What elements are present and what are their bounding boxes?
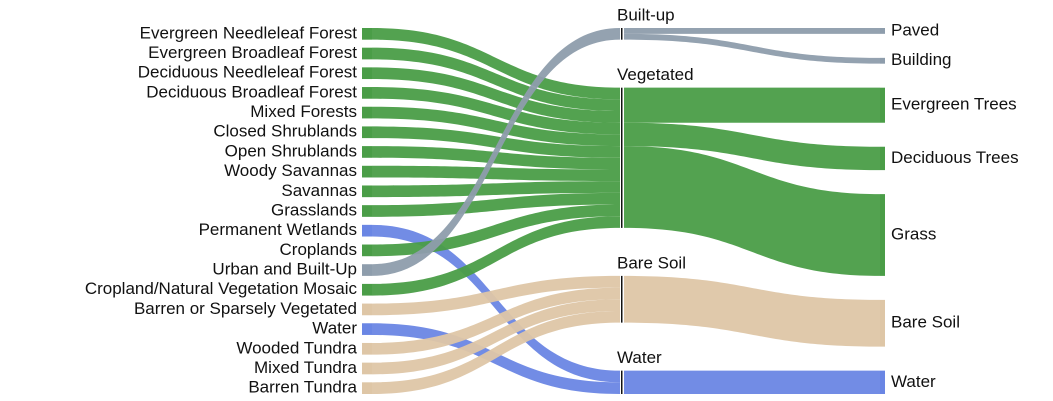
link [624, 122, 880, 171]
link [372, 181, 620, 198]
node [362, 283, 372, 296]
node-label: Woody Savannas [224, 161, 357, 180]
link [372, 165, 620, 182]
node-label: Building [891, 50, 952, 69]
link [372, 47, 620, 112]
node [621, 275, 623, 323]
link [372, 224, 620, 383]
node-label: Urban and Built-Up [212, 260, 357, 279]
link [624, 33, 880, 64]
link [624, 370, 880, 394]
node-label: Wooded Tundra [236, 338, 357, 357]
link [624, 28, 880, 34]
node [362, 323, 372, 335]
node-label: Barren or Sparsely Vegetated [134, 299, 357, 318]
node [362, 342, 372, 355]
node-label: Deciduous Trees [891, 148, 1019, 167]
node-label: Water [312, 319, 357, 338]
node [621, 370, 623, 394]
node [880, 146, 885, 171]
node-label: Grasslands [271, 200, 357, 219]
node [362, 67, 372, 80]
node [362, 224, 372, 237]
node-label: Deciduous Broadleaf Forest [146, 82, 357, 101]
node [362, 47, 372, 60]
node-label: Built-up [617, 5, 675, 24]
link [624, 275, 880, 347]
link [372, 28, 620, 100]
node [880, 87, 885, 123]
node-label: Bare Soil [891, 313, 960, 332]
node-label: Mixed Forests [250, 102, 357, 121]
link [372, 67, 620, 123]
link [624, 146, 880, 276]
node [362, 185, 372, 198]
node-label: Open Shrublands [225, 141, 357, 160]
node-label: Croplands [280, 240, 358, 259]
node-label: Deciduous Needleleaf Forest [138, 63, 358, 82]
node [362, 87, 372, 99]
node-label: Evergreen Needleleaf Forest [140, 23, 358, 42]
node [880, 57, 885, 64]
node-label: Evergreen Trees [891, 95, 1017, 114]
link [372, 28, 620, 276]
link [372, 299, 620, 375]
links [372, 28, 880, 394]
node-label: Water [617, 348, 662, 367]
node [362, 244, 372, 257]
link [372, 216, 620, 296]
node-label: Cropland/Natural Vegetation Mosaic [85, 279, 358, 298]
node [621, 28, 623, 40]
link [624, 87, 880, 123]
node-label: Evergreen Broadleaf Forest [148, 43, 357, 62]
node [362, 303, 372, 316]
node [362, 264, 372, 276]
node-label: Permanent Wetlands [199, 220, 357, 239]
node [621, 87, 623, 228]
node [362, 126, 372, 139]
node [362, 165, 372, 178]
link [372, 87, 620, 135]
node [880, 299, 885, 347]
node [362, 28, 372, 40]
node [362, 205, 372, 217]
node-label: Savannas [281, 181, 357, 200]
link [372, 287, 620, 355]
link [372, 192, 620, 217]
node-label: Vegetated [617, 65, 694, 84]
node [362, 106, 372, 119]
link [372, 106, 620, 147]
link [372, 310, 620, 394]
node-label: Mixed Tundra [254, 358, 358, 377]
link [372, 275, 620, 316]
node-label: Water [891, 372, 936, 391]
node-label: Barren Tundra [248, 378, 357, 397]
node [880, 28, 885, 34]
node-label: Grass [891, 224, 936, 243]
node [880, 194, 885, 276]
node [362, 382, 372, 394]
node-label: Closed Shrublands [213, 122, 357, 141]
node [362, 146, 372, 158]
node-label: Bare Soil [617, 253, 686, 272]
node [362, 362, 372, 375]
node-label: Paved [891, 20, 939, 39]
node [880, 370, 885, 394]
link [372, 126, 620, 158]
